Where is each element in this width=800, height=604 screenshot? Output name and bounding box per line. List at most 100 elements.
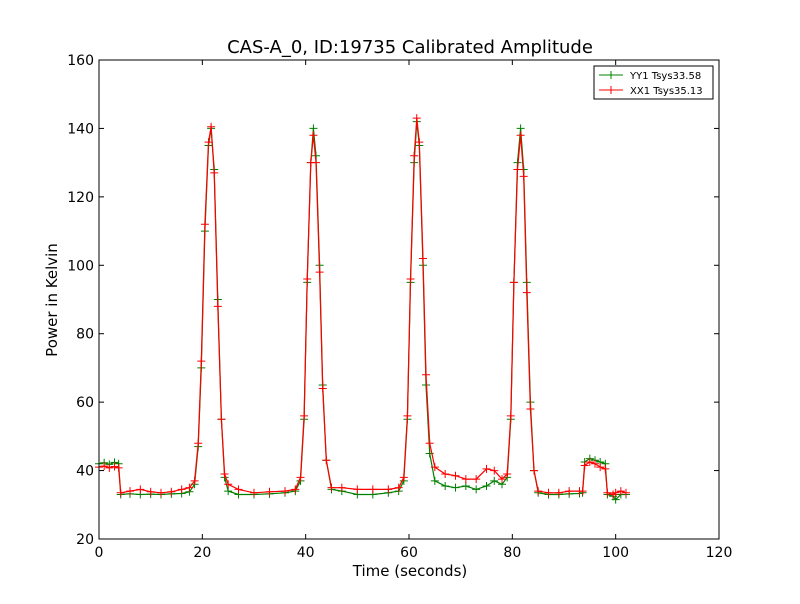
data-point-marker [384, 485, 393, 494]
data-point-marker [406, 274, 415, 283]
data-point-marker [224, 480, 233, 489]
x-tick-label: 80 [503, 545, 521, 561]
data-point-marker [114, 463, 123, 472]
data-point-marker [197, 357, 206, 366]
data-point-marker [430, 463, 439, 472]
data-point-marker [116, 488, 125, 497]
series-layer [95, 114, 630, 504]
data-point-marker [157, 488, 165, 497]
data-point-marker [309, 124, 318, 133]
data-point-marker [224, 487, 233, 496]
data-point-marker [611, 495, 620, 504]
data-point-marker [461, 481, 470, 490]
data-point-marker [126, 487, 134, 496]
data-point-marker [250, 488, 258, 497]
x-tick-label: 100 [602, 545, 629, 561]
series-xx1 [95, 114, 630, 499]
y-tick-label: 60 [76, 395, 94, 411]
legend-marker-xx1 [607, 86, 615, 94]
data-point-marker [603, 488, 612, 497]
data-point-marker [210, 168, 219, 177]
data-point-marker [506, 411, 515, 420]
data-point-marker [110, 462, 119, 471]
data-point-marker [213, 302, 222, 311]
data-point-marker [616, 487, 625, 496]
x-tick-label: 20 [193, 545, 211, 561]
data-point-marker [303, 274, 312, 283]
y-tick-label: 100 [67, 258, 94, 274]
data-point-marker [194, 439, 203, 448]
data-point-marker [441, 469, 450, 478]
x-tick-label: 60 [400, 545, 418, 561]
data-point-marker [217, 415, 226, 424]
data-point-marker [204, 138, 213, 147]
data-point-marker [200, 220, 209, 229]
data-point-marker [482, 481, 491, 490]
data-point-marker [513, 165, 522, 174]
data-point-marker [296, 473, 305, 482]
data-point-marker [422, 370, 431, 379]
data-point-marker [425, 439, 434, 448]
data-point-marker [519, 172, 528, 181]
data-point-marker [534, 487, 543, 496]
chart-title: CAS-A_0, ID:19735 Calibrated Amplitude [227, 37, 593, 58]
y-tick-label: 80 [76, 327, 94, 343]
data-point-marker [309, 131, 318, 140]
x-tick-label: 0 [95, 545, 104, 561]
data-point-marker [578, 487, 587, 496]
data-point-marker [105, 463, 114, 472]
data-point-marker [526, 404, 535, 413]
data-point-marker [430, 476, 439, 485]
data-point-marker [322, 456, 331, 465]
data-point-marker [490, 476, 499, 485]
data-point-marker [509, 278, 518, 287]
data-point-marker [337, 483, 346, 492]
data-point-marker [281, 487, 289, 496]
data-point-marker [516, 131, 525, 140]
data-point-marker [554, 488, 563, 497]
data-point-marker [596, 463, 605, 472]
data-point-marker [622, 488, 630, 497]
x-tick-label: 40 [297, 545, 315, 561]
data-point-marker [177, 485, 186, 494]
data-point-marker [611, 488, 620, 497]
data-point-marker [451, 471, 460, 480]
y-tick-label: 40 [76, 464, 94, 480]
legend-marker-yy1 [607, 71, 615, 79]
data-point-marker [498, 475, 506, 484]
data-point-marker [516, 124, 525, 133]
data-point-marker [522, 288, 531, 297]
data-point-marker [167, 487, 176, 496]
plot-area-frame [98, 59, 720, 540]
legend-box [593, 65, 714, 100]
y-tick-label: 160 [67, 53, 94, 69]
x-axis-label: Time (seconds) [352, 562, 468, 580]
data-point-marker [312, 158, 320, 167]
data-point-marker [403, 411, 412, 420]
data-point-marker [418, 254, 427, 263]
data-point-marker [482, 464, 491, 473]
legend-label-yy1: YY1 Tsys33.58 [629, 71, 701, 82]
y-tick-label: 140 [67, 121, 94, 137]
data-point-marker [544, 488, 553, 497]
data-point-marker [530, 466, 539, 475]
x-tick-label: 120 [706, 545, 733, 561]
data-point-marker [441, 481, 450, 490]
data-point-marker [190, 476, 199, 485]
data-point-marker [394, 483, 403, 492]
data-point-marker [490, 466, 499, 475]
data-point-marker [601, 464, 610, 473]
data-point-marker [291, 485, 300, 494]
data-point-marker [318, 384, 327, 393]
data-point-marker [580, 461, 589, 470]
data-point-marker [503, 469, 512, 478]
data-point-marker [399, 473, 408, 482]
data-point-marker [146, 487, 155, 496]
data-point-marker [220, 469, 229, 478]
legend-label-xx1: XX1 Tsys35.13 [630, 86, 703, 97]
data-point-marker [136, 485, 145, 494]
data-point-marker [415, 138, 424, 147]
data-point-marker [234, 485, 243, 494]
